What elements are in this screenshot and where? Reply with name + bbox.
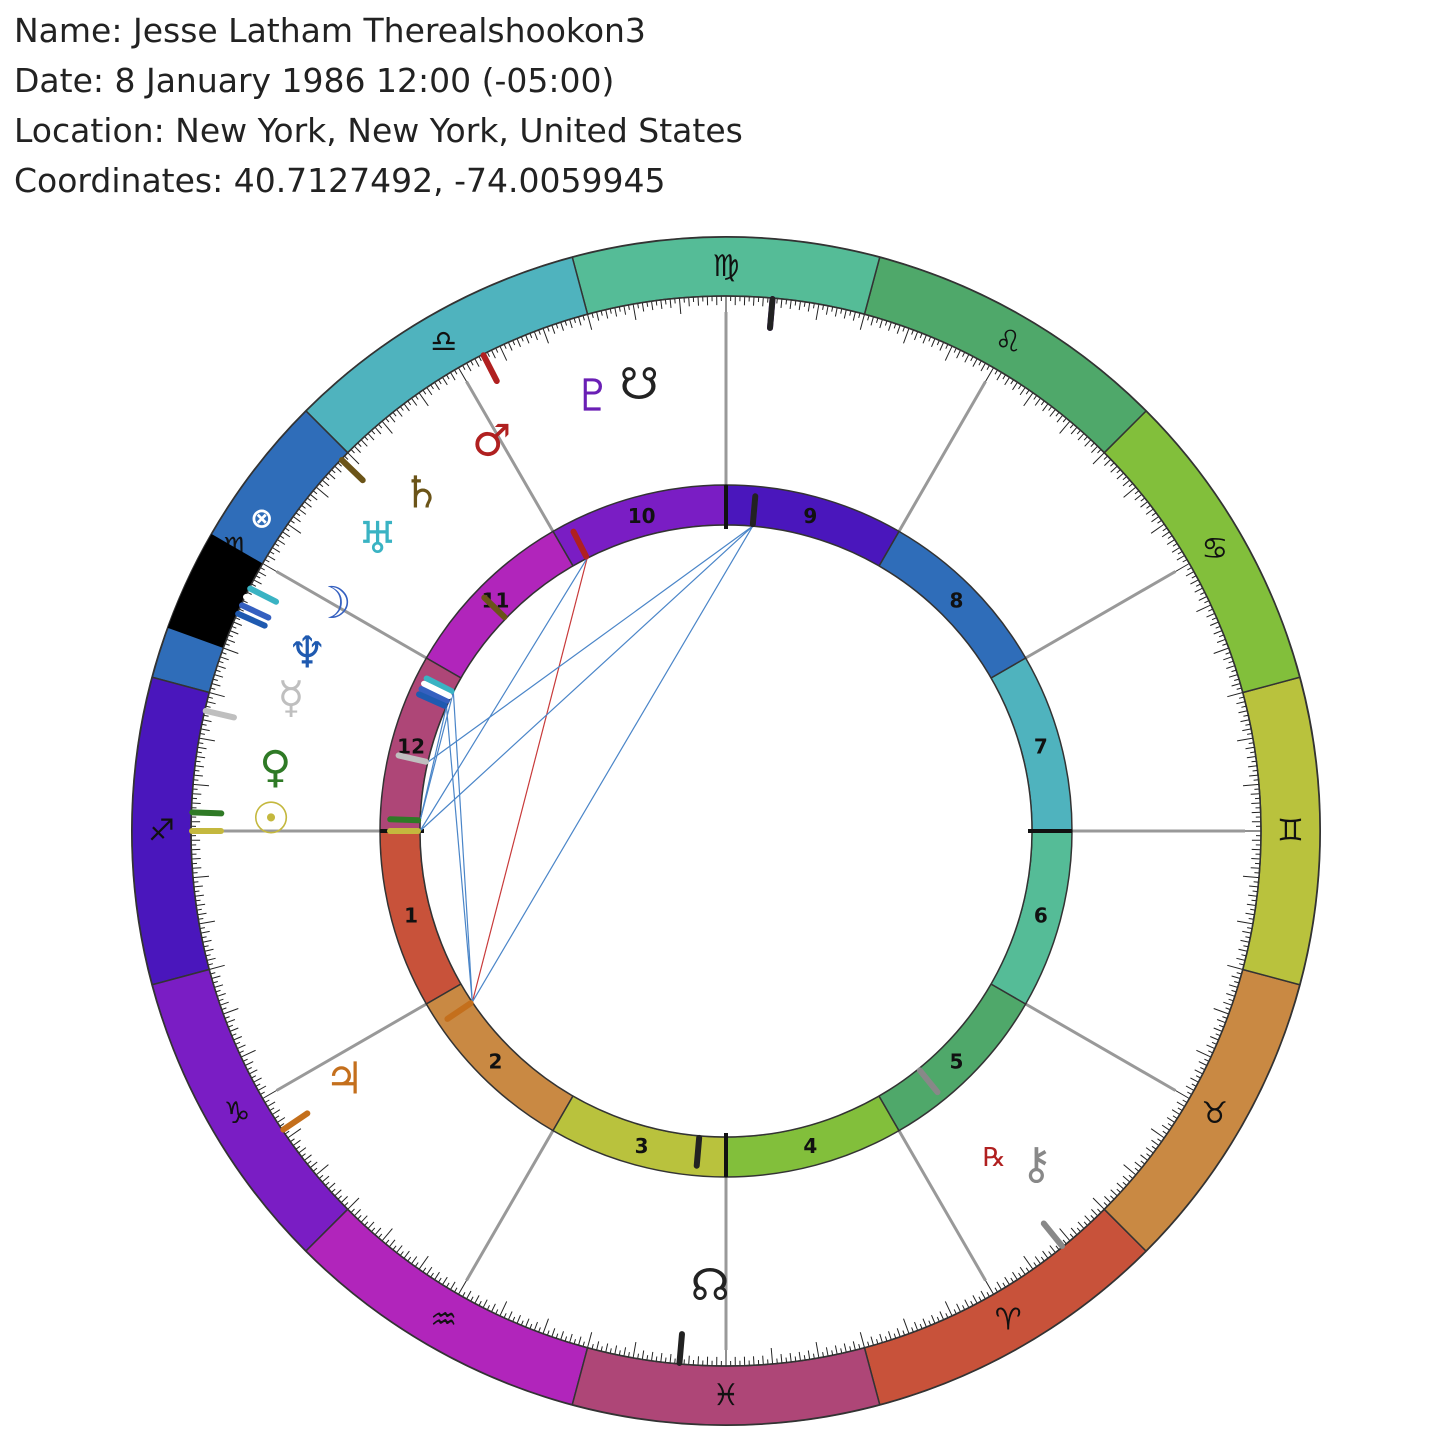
house-number-8: 8 (950, 588, 964, 612)
true-node-icon: ☊ (691, 1260, 730, 1311)
aspect-line-sun-mars (419, 558, 588, 832)
house-number-2: 2 (489, 1050, 503, 1074)
aspect-line-jupiter-pluto (471, 525, 754, 1003)
moon-icon: ☽ (312, 578, 351, 629)
chiron-icon: ⚷ (1020, 1138, 1052, 1189)
planet-tick-outer-south-node (767, 296, 776, 331)
fortune-icon: ⊗ (250, 501, 273, 534)
sign-glyph-cancer: ♋ (1201, 531, 1228, 566)
planet-tick-inner-chiron (916, 1067, 941, 1096)
planet-tick-outer-jupiter (280, 1110, 311, 1133)
house-cusp-line (275, 570, 428, 660)
coordinates-line: Coordinates: 40.7127492, -74.0059945 (14, 161, 666, 200)
sign-glyph-aquarius: ♒ (430, 1302, 457, 1337)
house-cusp-line (897, 1129, 987, 1282)
house-cusp-line (1024, 570, 1177, 660)
planet-tick-inner-venus (387, 816, 422, 824)
aspect-lines (419, 525, 754, 1003)
aspect-line-venus-neptune (419, 706, 448, 821)
sign-glyph-leo: ♌ (995, 325, 1022, 360)
house-number-6: 6 (1034, 903, 1048, 927)
house-cusp-line (275, 1002, 428, 1092)
planet-tick-inner-jupiter (444, 1000, 474, 1022)
pluto-icon: ♇ (573, 370, 612, 421)
planet-tick-inner-true-node (693, 1134, 703, 1169)
aspect-line-sun-pluto (419, 525, 754, 832)
planet-tick-inner-mercury (395, 752, 429, 765)
name-line: Name: Jesse Latham Therealshookon3 (14, 11, 646, 50)
aspect-line-jupiter-neptune (445, 706, 473, 1003)
sign-glyph-aries: ♈ (995, 1302, 1022, 1337)
planet-tick-outer-moon (239, 602, 272, 621)
south-node-icon: ☋ (620, 359, 659, 410)
sign-glyph-gemini: ♊ (1277, 814, 1304, 849)
house-number-3: 3 (635, 1134, 649, 1158)
planet-tick-inner-uranus (423, 675, 455, 695)
mercury-icon: ☿ (277, 672, 304, 723)
sign-glyph-capricorn: ♑ (224, 1096, 251, 1131)
planet-tick-outer-venus (189, 809, 225, 817)
house-cusp-line (465, 1129, 555, 1282)
aspect-line-mercury-pluto (427, 525, 754, 763)
house-number-4: 4 (803, 1134, 817, 1158)
mars-icon: ♂ (472, 415, 511, 466)
sign-glyph-pisces: ♓ (713, 1378, 740, 1413)
sign-glyph-virgo: ♍ (713, 249, 740, 284)
retrograde-marker: ℞ (983, 1143, 1006, 1173)
planet-tick-inner-neptune (416, 691, 448, 709)
planet-tick-inner-saturn (481, 594, 508, 621)
planet-tick-outer-uranus (247, 585, 280, 605)
venus-icon: ♀ (259, 742, 291, 793)
house-cusp-lines (207, 312, 1245, 1350)
neptune-icon: ♆ (287, 628, 326, 679)
house-cusp-line (465, 380, 555, 533)
uranus-icon: ♅ (358, 513, 397, 564)
sign-glyph-libra: ♎ (430, 325, 457, 360)
planets: ☉ ☽☿ ♀ ♂ ♃ ♄♅ ♆ ♇ ☊ ☋ ⚷ ⊗ (189, 296, 1066, 1366)
planet-tick-inner-moon (418, 686, 450, 704)
house-cusp-line (897, 380, 987, 533)
planet-tick-inner-fortune (421, 680, 453, 699)
planet-tick-outer-true-node (676, 1331, 685, 1366)
zodiac-highlight-segment (167, 534, 263, 649)
house-number-10: 10 (628, 504, 656, 528)
planet-tick-outer-mars (480, 352, 500, 385)
house-number-9: 9 (803, 504, 817, 528)
sign-glyph-taurus: ♉ (1201, 1096, 1228, 1131)
saturn-icon: ♄ (402, 467, 441, 518)
location-line: Location: New York, New York, United Sta… (14, 111, 743, 150)
aspect-line-jupiter-uranus (452, 692, 473, 1003)
chart-info: Name: Jesse Latham Therealshookon3 Date:… (14, 6, 743, 206)
planet-tick-inner-south-node (749, 493, 759, 528)
sun-icon: ☉ (251, 794, 290, 845)
house-number-1: 1 (404, 903, 418, 927)
sign-glyph-sagittarius: ♐ (148, 814, 175, 849)
planet-tick-outer-fortune (243, 593, 276, 613)
planet-tick-outer-mercury (202, 707, 237, 721)
inner-circle (419, 524, 1033, 1138)
jupiter-icon: ♃ (325, 1053, 364, 1104)
date-line: Date: 8 January 1986 12:00 (-05:00) (14, 61, 615, 100)
planet-tick-inner-mars (570, 528, 590, 560)
aspect-line-jupiter-mars (471, 558, 588, 1003)
house-number-5: 5 (950, 1050, 964, 1074)
planet-tick-outer-saturn (338, 457, 366, 484)
house-cusp-line (1024, 1002, 1177, 1092)
house-number-7: 7 (1034, 735, 1048, 759)
planet-tick-outer-neptune (235, 610, 268, 629)
planet-tick-outer-chiron (1040, 1220, 1066, 1249)
